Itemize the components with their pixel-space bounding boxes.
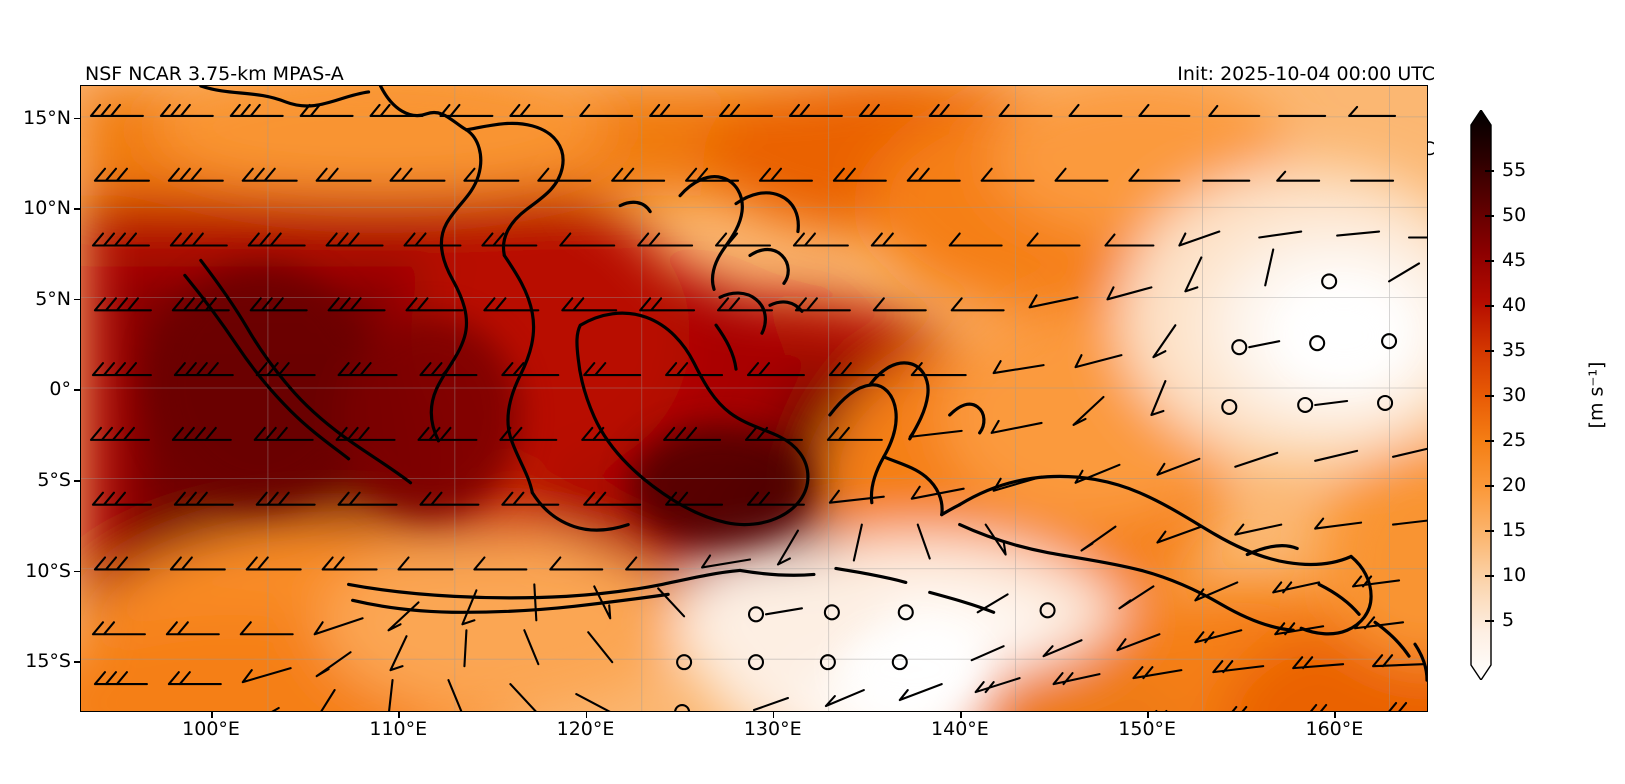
colorbar-tick-label: 5 [1502,609,1515,631]
colorbar-tick-label: 25 [1502,429,1527,451]
longitude-tick-label: 160°E [1305,718,1364,740]
longitude-tick-label: 140°E [931,718,989,740]
longitude-tick-mark [959,712,962,718]
latitude-tick-marks [74,85,82,712]
latitude-tick-label: 15°S [25,650,71,673]
longitude-tick-marks [80,712,1428,720]
latitude-tick-label: 15°N [23,106,71,129]
latitude-tick-mark [74,389,80,392]
longitude-tick-label: 110°E [369,718,428,740]
longitude-axis-labels: 100°E 110°E 120°E 130°E 140°E 150°E 160°E [80,718,1428,758]
longitude-tick-mark [772,712,775,718]
coastlines [183,86,1427,682]
longitude-tick-label: 130°E [743,718,802,740]
colorbar-tick-label: 30 [1502,384,1527,406]
longitude-tick-mark [585,712,588,718]
latitude-tick-label: 5°S [37,469,71,492]
shear-heatmap-canvas [81,86,1427,711]
colorbar-tick-mark [1485,305,1494,307]
latitude-axis-labels: 15°N 10°N 5°N 0° 5°S 10°S 15°S [0,85,72,712]
wind-barb-field [89,103,1427,711]
colorbar-tick-mark [1485,260,1494,262]
init-time: Init: 2025-10-04 00:00 UTC [1177,63,1435,85]
colorbar-tick-mark [1485,395,1494,397]
colorbar-tick-mark [1485,440,1494,442]
latitude-tick-mark [74,661,80,663]
longitude-tick-mark [398,712,400,718]
colorbar-tick-label: 50 [1502,204,1527,226]
latitude-tick-label: 10°S [25,559,71,582]
colorbar-tick-mark [1485,350,1494,352]
colorbar-tick-label: 35 [1502,339,1527,361]
model-name: NSF NCAR 3.75-km MPAS-A [85,63,344,85]
colorbar-tick-mark [1485,575,1494,577]
latitude-tick-mark [74,298,80,301]
colorbar-tick-mark [1485,530,1494,532]
colorbar-tick-label: 40 [1502,294,1527,316]
colorbar-tick-mark [1485,215,1494,217]
colorbar: [m s⁻¹] 5 10 15 20 25 30 35 40 45 50 55 [1455,110,1625,680]
latitude-tick-mark [74,480,80,482]
latitude-tick-label: 5°N [35,287,71,310]
latitude-tick-mark [74,117,80,120]
colorbar-tick-mark [1485,620,1494,622]
colorbar-tick-label: 15 [1502,519,1527,541]
map-plot-area [80,85,1428,712]
colorbar-tick-label: 10 [1502,564,1527,586]
latitude-tick-label: 10°N [23,197,71,220]
latitude-tick-label: 0° [49,378,71,401]
latitude-tick-mark [74,208,80,210]
latitude-tick-mark [74,570,80,573]
colorbar-tick-mark [1485,170,1494,172]
longitude-tick-label: 120°E [556,718,615,740]
longitude-tick-label: 150°E [1118,718,1177,740]
longitude-tick-label: 100°E [182,718,240,740]
colorbar-tick-label: 45 [1502,249,1527,271]
colorbar-gradient [1470,110,1492,680]
longitude-tick-mark [1147,712,1149,718]
colorbar-label: [m s⁻¹] [1585,361,1608,429]
colorbar-tick-label: 20 [1502,474,1527,496]
longitude-tick-mark [1334,712,1336,718]
colorbar-tick-label: 55 [1502,159,1527,181]
colorbar-tick-mark [1485,485,1494,487]
longitude-tick-mark [211,712,213,718]
